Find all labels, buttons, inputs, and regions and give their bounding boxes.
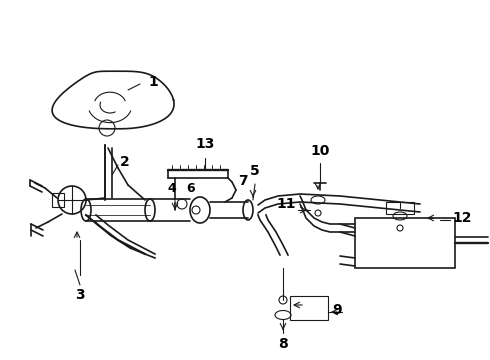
Text: 1: 1 [148,75,158,89]
Text: 10: 10 [310,144,330,158]
Bar [386,202,414,214]
Text: 2: 2 [120,155,130,169]
Text: 4: 4 [167,182,176,195]
Text: 8: 8 [278,337,288,351]
Text: 13: 13 [196,137,215,151]
Text: 3: 3 [75,288,85,302]
Bar [52,193,64,207]
Text: 9: 9 [332,303,342,317]
Text: 6: 6 [186,182,195,195]
Text: 12: 12 [452,211,471,225]
Bar [290,296,328,320]
Bar [355,218,455,268]
Text: 11: 11 [276,197,296,211]
Text: 5: 5 [250,164,260,178]
Text: 7: 7 [238,174,247,188]
